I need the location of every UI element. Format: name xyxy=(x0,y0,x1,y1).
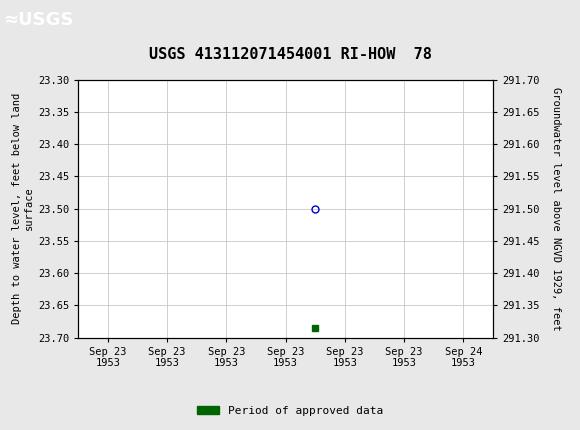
Text: USGS 413112071454001 RI-HOW  78: USGS 413112071454001 RI-HOW 78 xyxy=(148,47,432,62)
Y-axis label: Groundwater level above NGVD 1929, feet: Groundwater level above NGVD 1929, feet xyxy=(550,87,561,330)
Y-axis label: Depth to water level, feet below land
surface: Depth to water level, feet below land su… xyxy=(12,93,34,324)
Text: ≈USGS: ≈USGS xyxy=(3,12,74,29)
Legend: Period of approved data: Period of approved data xyxy=(193,401,387,420)
